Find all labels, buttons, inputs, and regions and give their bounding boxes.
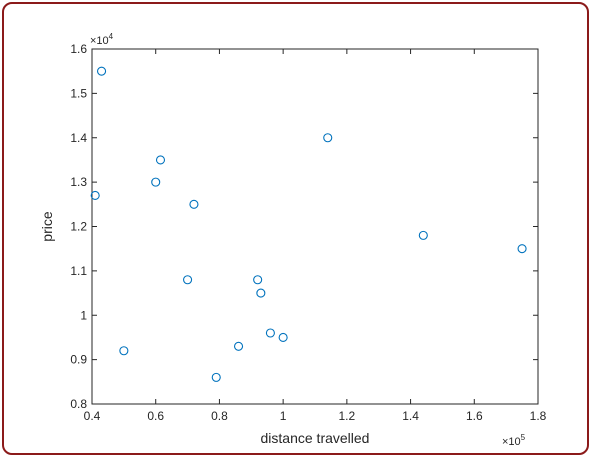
x-tick-label: 0.8 xyxy=(211,409,228,423)
y-axis-exponent: ×104 xyxy=(90,32,114,47)
y-tick-label: 1.5 xyxy=(70,86,87,100)
y-exponent-base: ×10 xyxy=(90,35,109,47)
y-tick-label: 1.6 xyxy=(70,42,87,56)
y-axis-ticks: 0.8 0.9 1 1.1 1.2 1.3 1.4 1.5 1.6 xyxy=(70,42,538,411)
data-point xyxy=(189,199,199,209)
x-tick-label: 0.4 xyxy=(84,409,101,423)
y-tick-label: 1.1 xyxy=(70,264,87,278)
x-exponent-power: 5 xyxy=(521,433,526,442)
data-point xyxy=(278,332,288,342)
data-point xyxy=(253,275,263,285)
x-axis-ticks: 0.4 0.6 0.8 1 1.2 1.4 1.6 1.8 xyxy=(84,49,547,423)
y-tick-label: 1 xyxy=(80,308,87,322)
data-point xyxy=(151,177,161,187)
data-point xyxy=(265,328,275,338)
data-point xyxy=(517,244,527,254)
data-point xyxy=(119,346,129,356)
x-tick-label: 1.6 xyxy=(466,409,483,423)
data-point xyxy=(211,372,221,382)
x-exponent-base: ×10 xyxy=(502,436,521,448)
y-axis-label: price xyxy=(39,211,55,242)
x-axis-label: distance travelled xyxy=(261,430,370,446)
data-points xyxy=(90,66,527,382)
x-tick-label: 1.8 xyxy=(530,409,547,423)
x-axis-exponent: ×105 xyxy=(502,433,526,448)
y-exponent-power: 4 xyxy=(109,32,114,41)
x-tick-label: 1.4 xyxy=(402,409,419,423)
y-tick-label: 1.3 xyxy=(70,175,87,189)
data-point xyxy=(90,190,100,200)
y-tick-label: 1.2 xyxy=(70,220,87,234)
y-tick-label: 1.4 xyxy=(70,131,87,145)
data-point xyxy=(256,288,266,298)
y-tick-label: 0.8 xyxy=(70,397,87,411)
data-point xyxy=(418,230,428,240)
data-point xyxy=(183,275,193,285)
data-point xyxy=(323,133,333,143)
data-point xyxy=(97,66,107,76)
plot-area xyxy=(91,48,539,405)
data-point xyxy=(233,341,244,351)
x-tick-label: 0.6 xyxy=(147,409,164,423)
y-tick-label: 0.9 xyxy=(70,353,87,367)
x-tick-label: 1.2 xyxy=(339,409,356,423)
x-tick-label: 1 xyxy=(280,409,287,423)
data-point xyxy=(155,155,166,165)
